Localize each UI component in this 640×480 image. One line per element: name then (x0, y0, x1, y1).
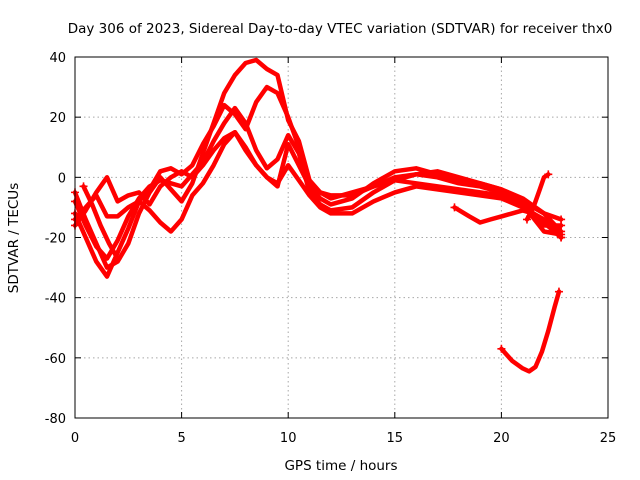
data-point-marker (79, 182, 88, 191)
series-track-6 (450, 203, 566, 242)
y-tick-label: -80 (45, 412, 66, 427)
tick-layer: 0 5 10 15 20 25 40 20 0 -20 -40 -60 -80 (45, 51, 617, 446)
series-track-5 (71, 129, 566, 239)
series-line-track-1 (72, 57, 564, 270)
series-line-track-8 (524, 172, 551, 222)
series-line-track-2 (72, 84, 564, 279)
y-tick-label: 20 (49, 111, 66, 126)
data-point-marker (113, 254, 122, 263)
x-tick-label: 25 (600, 431, 617, 446)
y-tick-label: 0 (58, 171, 66, 186)
x-tick-label: 0 (71, 431, 79, 446)
x-tick-label: 5 (177, 431, 185, 446)
x-axis-label: GPS time / hours (284, 458, 397, 474)
x-tick-label: 20 (493, 431, 510, 446)
grid-layer (75, 57, 608, 418)
data-point-marker (450, 203, 459, 212)
series-track-9 (79, 182, 122, 263)
data-point-marker (554, 287, 563, 296)
data-point-marker (557, 221, 566, 230)
series-track-2 (71, 84, 566, 279)
series-line-track-9 (81, 184, 120, 261)
data-point-marker (497, 344, 506, 353)
series-line-track-7 (499, 289, 562, 374)
chart-title: Day 306 of 2023, Sidereal Day-to-day VTE… (68, 21, 613, 37)
series-track-4 (71, 129, 566, 234)
x-tick-label: 10 (280, 431, 297, 446)
y-axis-label: SDTVAR / TECUs (6, 183, 22, 293)
data-point-marker (557, 233, 566, 242)
series-track-1 (71, 57, 566, 270)
y-tick-label: -40 (45, 292, 66, 307)
series-line-track-4 (72, 129, 564, 234)
series-layer (71, 57, 566, 374)
y-tick-label: 40 (49, 51, 66, 66)
x-tick-label: 15 (387, 431, 404, 446)
series-line-track-6 (452, 205, 564, 240)
series-track-7 (497, 287, 563, 374)
series-line-track-5 (72, 129, 564, 237)
series-track-3 (71, 105, 566, 261)
y-tick-label: -20 (45, 232, 66, 247)
series-track-8 (522, 170, 553, 224)
data-point-marker (544, 170, 553, 179)
y-tick-label: -60 (45, 352, 66, 367)
data-point-marker (522, 215, 531, 224)
